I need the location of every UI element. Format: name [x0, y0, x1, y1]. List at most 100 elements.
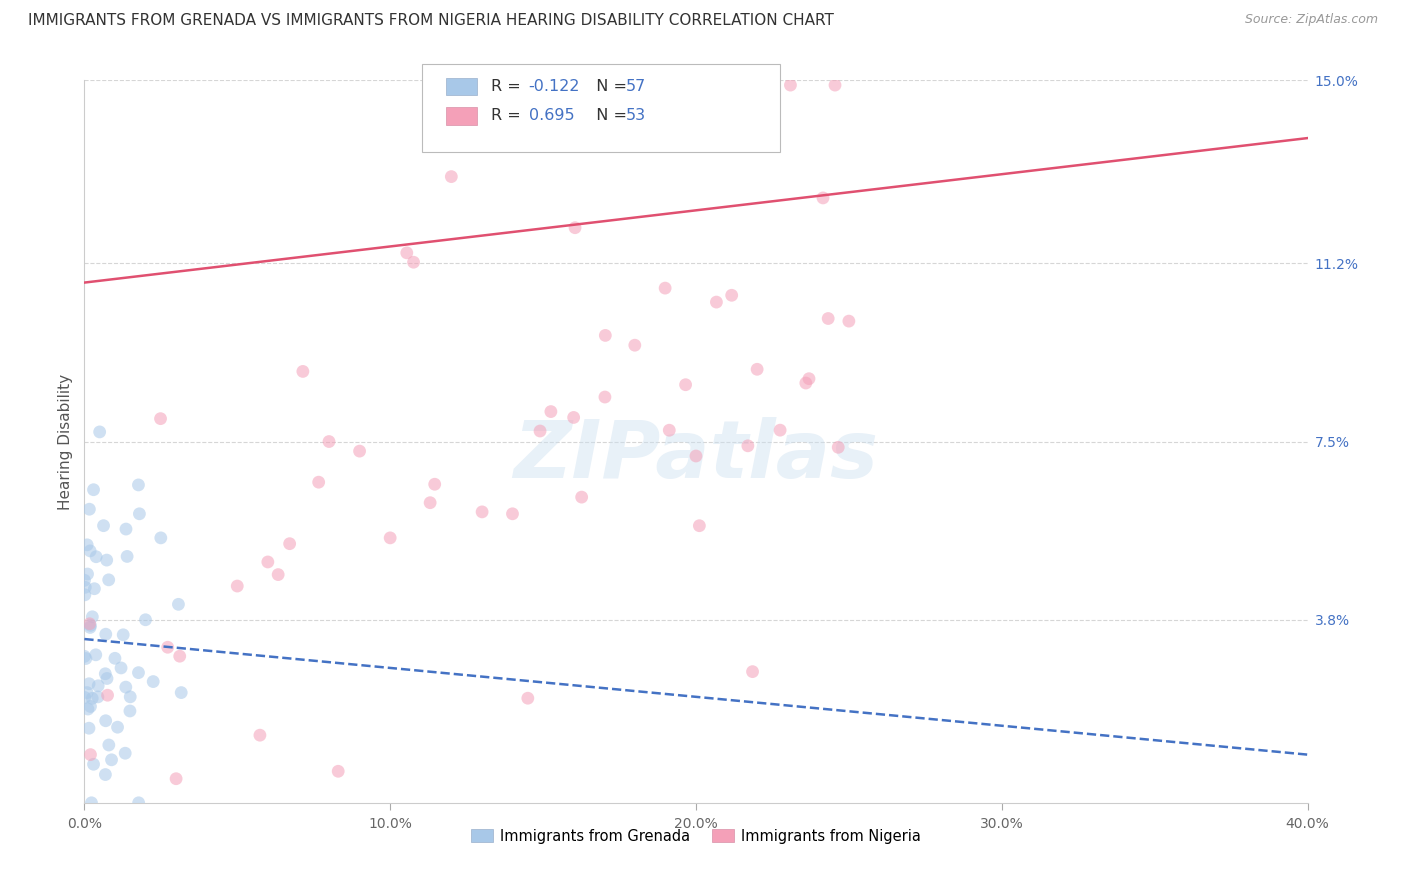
Point — [249, 728, 271, 742]
Point — [79, 618, 101, 632]
Point — [741, 665, 763, 679]
Point — [100, 753, 122, 767]
Point — [96, 553, 118, 567]
Point — [737, 439, 759, 453]
Point — [110, 661, 132, 675]
Point — [593, 390, 616, 404]
Point — [688, 518, 710, 533]
Point — [87, 679, 110, 693]
Point — [115, 549, 138, 564]
Point — [811, 191, 834, 205]
Point — [685, 449, 707, 463]
Point — [135, 613, 157, 627]
Point — [128, 796, 150, 810]
Point — [267, 567, 290, 582]
Point — [562, 410, 585, 425]
Point — [226, 579, 249, 593]
Point — [73, 690, 96, 705]
Text: 57: 57 — [626, 79, 645, 94]
Point — [120, 690, 142, 704]
Point — [156, 640, 179, 655]
Point — [79, 699, 101, 714]
Point — [77, 721, 100, 735]
Point — [77, 702, 100, 716]
Point — [75, 651, 97, 665]
Point — [516, 691, 538, 706]
Point — [83, 757, 105, 772]
Point — [440, 169, 463, 184]
Point — [395, 245, 418, 260]
Point — [115, 522, 138, 536]
Point — [794, 376, 817, 390]
Point — [76, 538, 98, 552]
Point — [96, 672, 118, 686]
Point — [419, 496, 441, 510]
Text: 0.695: 0.695 — [529, 109, 574, 123]
Point — [128, 507, 150, 521]
Text: N =: N = — [586, 109, 633, 123]
Point — [471, 505, 494, 519]
Point — [838, 314, 860, 328]
Point — [79, 616, 101, 631]
Point — [169, 649, 191, 664]
Point — [380, 531, 402, 545]
Point — [80, 796, 103, 810]
Point — [706, 295, 728, 310]
Point — [571, 490, 593, 504]
Text: ZIPatlas: ZIPatlas — [513, 417, 879, 495]
Point — [595, 328, 617, 343]
Point — [114, 680, 136, 694]
Point — [564, 220, 586, 235]
Point — [624, 338, 647, 352]
Text: N =: N = — [586, 79, 633, 94]
Point — [76, 685, 98, 699]
Point — [658, 423, 681, 437]
Point — [747, 362, 769, 376]
Point — [97, 573, 120, 587]
Point — [349, 444, 371, 458]
Point — [827, 440, 849, 454]
Point — [84, 648, 107, 662]
Point — [720, 288, 742, 302]
Point — [654, 281, 676, 295]
Point — [328, 764, 350, 779]
Point — [127, 478, 149, 492]
Point — [83, 483, 105, 497]
Point — [257, 555, 280, 569]
Point — [529, 424, 551, 438]
Point — [79, 544, 101, 558]
Point — [112, 628, 135, 642]
Point — [84, 549, 107, 564]
Point — [107, 720, 129, 734]
Text: -0.122: -0.122 — [529, 79, 581, 94]
Point — [94, 627, 117, 641]
Point — [89, 425, 111, 439]
Point — [73, 574, 96, 588]
Point — [318, 434, 340, 449]
Point — [82, 691, 104, 706]
Point — [73, 588, 96, 602]
Point — [114, 746, 136, 760]
Point — [83, 582, 105, 596]
Point — [73, 649, 96, 664]
Point — [817, 311, 839, 326]
Point — [142, 674, 165, 689]
Point — [291, 364, 314, 378]
Point — [79, 620, 101, 634]
Point — [149, 411, 172, 425]
Legend: Immigrants from Grenada, Immigrants from Nigeria: Immigrants from Grenada, Immigrants from… — [465, 823, 927, 850]
Y-axis label: Hearing Disability: Hearing Disability — [58, 374, 73, 509]
Point — [769, 423, 792, 437]
Point — [87, 690, 110, 704]
Point — [94, 714, 117, 728]
Point — [170, 685, 193, 699]
Text: IMMIGRANTS FROM GRENADA VS IMMIGRANTS FROM NIGERIA HEARING DISABILITY CORRELATIO: IMMIGRANTS FROM GRENADA VS IMMIGRANTS FR… — [28, 13, 834, 29]
Point — [94, 767, 117, 781]
Text: 53: 53 — [626, 109, 645, 123]
Point — [97, 738, 120, 752]
Text: Source: ZipAtlas.com: Source: ZipAtlas.com — [1244, 13, 1378, 27]
Point — [502, 507, 524, 521]
Point — [76, 567, 98, 582]
Point — [165, 772, 187, 786]
Point — [540, 404, 562, 418]
